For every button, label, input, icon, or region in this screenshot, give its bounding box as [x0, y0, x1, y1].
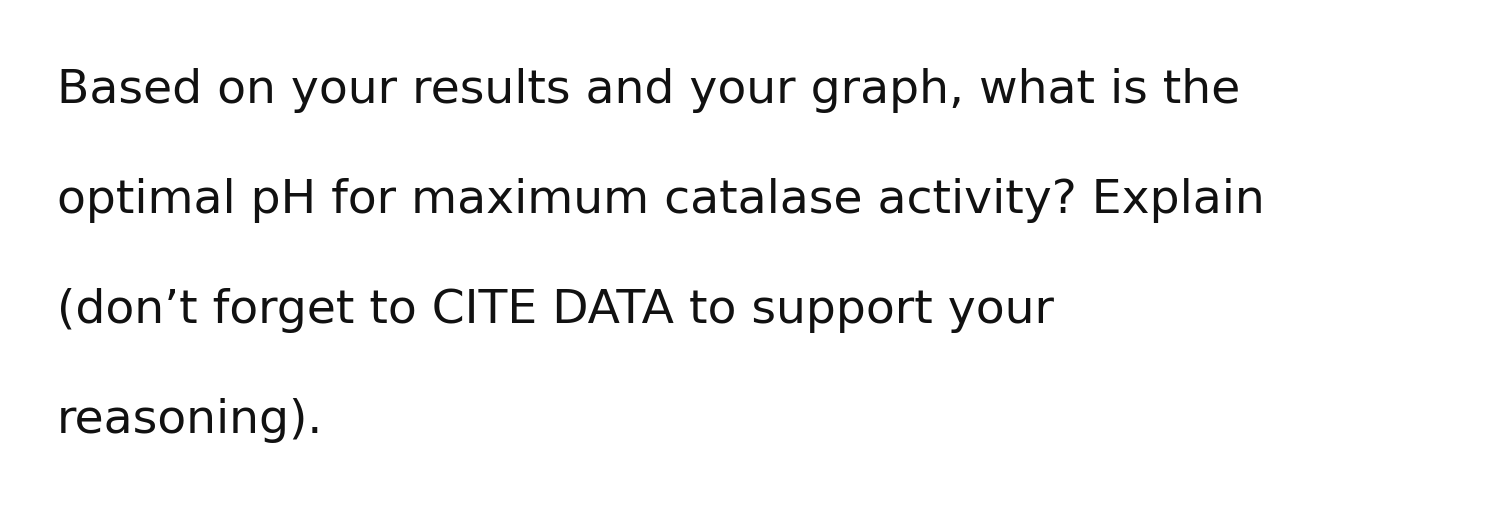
Text: (don’t forget to CITE DATA to support your: (don’t forget to CITE DATA to support yo… — [57, 288, 1054, 333]
Text: reasoning).: reasoning). — [57, 398, 324, 443]
Text: optimal pH for maximum catalase activity? Explain: optimal pH for maximum catalase activity… — [57, 178, 1264, 223]
Text: Based on your results and your graph, what is the: Based on your results and your graph, wh… — [57, 68, 1240, 113]
